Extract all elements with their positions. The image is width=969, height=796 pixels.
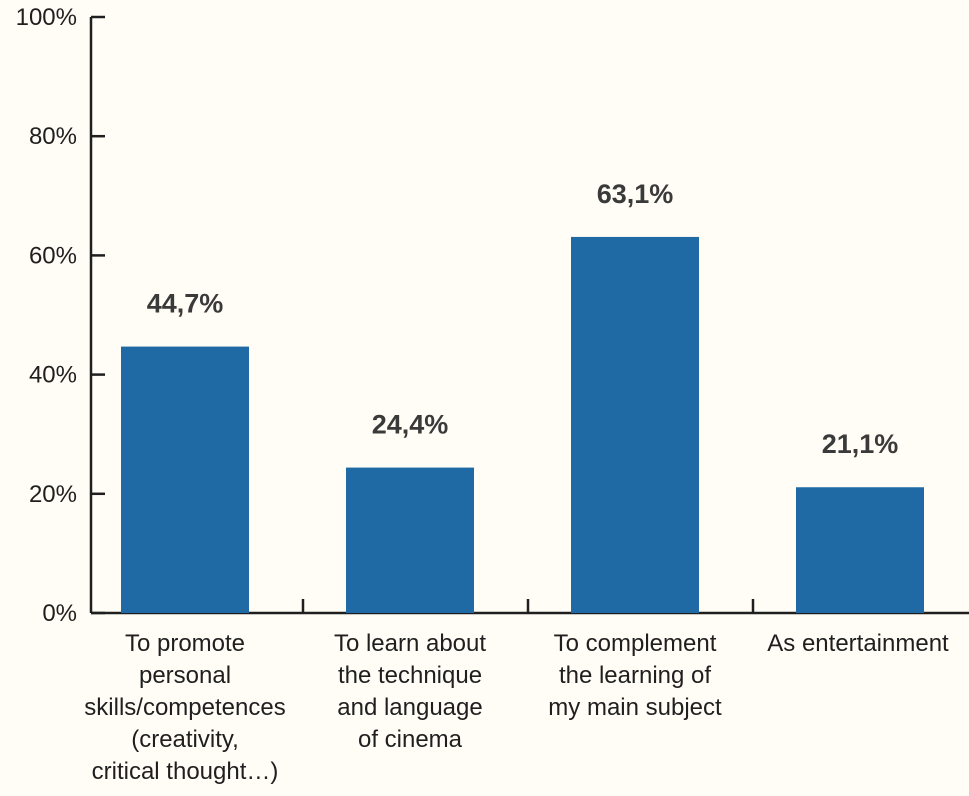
category-label-line: To learn about: [334, 630, 486, 657]
category-label-line: critical thought…): [92, 758, 279, 785]
y-tick-label: 80%: [29, 123, 77, 150]
x-axis-labels: To promote personal skills/competences (cre…: [84, 630, 949, 785]
category-label-line: the learning of: [559, 662, 711, 689]
category-label-line: of cinema: [358, 726, 463, 753]
category-label-line: and language: [337, 694, 482, 721]
y-tick-label: 60%: [29, 242, 77, 269]
category-label-line: skills/competences: [84, 694, 285, 721]
y-tick-label: 20%: [29, 481, 77, 508]
category-label-line: my main subject: [548, 694, 722, 721]
category-label-line: the technique: [338, 662, 482, 689]
value-labels: 44,7% 24,4% 63,1% 21,1%: [147, 179, 899, 459]
bar: [571, 236, 699, 613]
category-label-line: To complement: [554, 630, 717, 657]
value-label: 21,1%: [822, 429, 899, 459]
value-label: 44,7%: [147, 289, 224, 319]
value-label: 63,1%: [597, 179, 674, 209]
y-tick-label: 100%: [16, 4, 77, 31]
y-tick-label: 40%: [29, 362, 77, 389]
value-label: 24,4%: [372, 410, 449, 440]
category-label-line: personal: [139, 662, 231, 689]
bars: [121, 236, 924, 613]
bar: [346, 467, 474, 613]
category-label-line: (creativity,: [131, 726, 239, 753]
category-label-line: To promote: [125, 630, 245, 657]
y-tick-label: 0%: [42, 600, 77, 627]
bar: [121, 346, 249, 613]
y-axis-ticks: 0% 20% 40% 60% 80% 100%: [16, 4, 105, 627]
bar: [796, 487, 924, 613]
category-label-line: As entertainment: [767, 630, 949, 657]
